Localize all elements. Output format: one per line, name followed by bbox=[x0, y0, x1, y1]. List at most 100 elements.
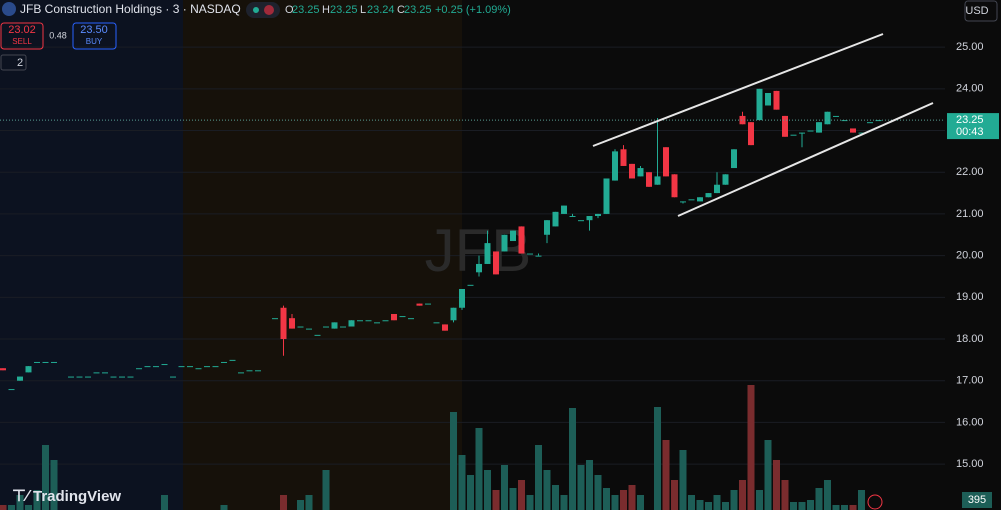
candle-body bbox=[76, 376, 83, 378]
candle-body bbox=[136, 368, 142, 370]
candle-body bbox=[272, 318, 278, 320]
volume-bar bbox=[764, 440, 772, 510]
buy-button[interactable] bbox=[72, 22, 117, 50]
volume-bar bbox=[518, 480, 525, 510]
status-dot bbox=[253, 7, 259, 13]
y-tick-label: 25.00 bbox=[956, 41, 984, 53]
candle-body bbox=[459, 288, 465, 308]
volume-bar bbox=[501, 465, 508, 510]
session-bg bbox=[0, 0, 183, 510]
candle-body bbox=[782, 115, 788, 137]
session-bg bbox=[183, 0, 462, 510]
candle-body bbox=[195, 368, 202, 370]
candle-body bbox=[765, 92, 771, 106]
volume-bar bbox=[824, 480, 831, 510]
y-tick-label: 19.00 bbox=[956, 291, 984, 303]
candle-body bbox=[527, 253, 533, 255]
candle-body bbox=[858, 132, 865, 134]
candle-body bbox=[399, 316, 406, 318]
volume-bar bbox=[552, 485, 559, 510]
alert-icon[interactable] bbox=[867, 494, 883, 510]
candle-body bbox=[365, 320, 372, 322]
volume-bar bbox=[33, 490, 41, 510]
brand-logo: ⊤⁄ bbox=[12, 488, 32, 505]
ohlc-value: 23.25 bbox=[292, 4, 320, 16]
candle-body bbox=[144, 366, 151, 368]
candle-body bbox=[824, 111, 831, 125]
candle-body bbox=[408, 318, 414, 320]
indicator-count: 2 bbox=[17, 57, 23, 69]
currency-button[interactable] bbox=[964, 0, 998, 22]
volume-bar bbox=[722, 502, 729, 510]
volume-bar bbox=[849, 505, 857, 510]
candle-body bbox=[816, 122, 822, 133]
sell-price: 23.02 bbox=[8, 24, 36, 36]
volume-bar bbox=[25, 505, 32, 510]
volume-bar bbox=[8, 505, 15, 510]
ohlc-value: 23.25 bbox=[404, 4, 432, 16]
candle-body bbox=[671, 174, 678, 198]
candle-body bbox=[450, 307, 457, 321]
candle-body bbox=[8, 389, 15, 391]
candle-body bbox=[297, 326, 304, 328]
ohlc-c: C bbox=[397, 4, 405, 16]
symbol-icon bbox=[2, 2, 16, 16]
volume-bar bbox=[620, 490, 627, 510]
sell-label: SELL bbox=[12, 37, 32, 46]
channel-line bbox=[677, 102, 934, 217]
candle-body bbox=[204, 366, 210, 368]
candle-body bbox=[0, 368, 6, 371]
volume-bar bbox=[798, 502, 806, 510]
candle-body bbox=[153, 366, 159, 368]
candle-body bbox=[238, 372, 244, 374]
candle-body bbox=[467, 284, 474, 286]
candle-body bbox=[187, 366, 193, 368]
candle-body bbox=[42, 361, 49, 363]
candle-body bbox=[323, 326, 329, 328]
countdown: 00:43 bbox=[956, 126, 984, 138]
candle-body bbox=[331, 322, 338, 329]
indicator-toggle[interactable] bbox=[0, 54, 27, 71]
candle-body bbox=[799, 132, 805, 134]
candle-body bbox=[391, 314, 397, 321]
candle-body bbox=[416, 303, 423, 306]
volume-bar bbox=[42, 445, 49, 510]
candle-body bbox=[739, 115, 746, 125]
volume-bar bbox=[730, 490, 738, 510]
candle-body bbox=[340, 326, 346, 328]
volume-bar bbox=[560, 495, 568, 510]
candle-body bbox=[731, 149, 737, 169]
candle-body bbox=[34, 361, 40, 363]
candle-body bbox=[637, 168, 644, 177]
ohlc-l: L bbox=[360, 4, 366, 16]
y-tick-label: 16.00 bbox=[956, 416, 984, 428]
volume-bar bbox=[781, 480, 789, 510]
status-pill[interactable] bbox=[246, 2, 280, 18]
candle-body bbox=[748, 122, 754, 146]
candle-body bbox=[119, 376, 125, 378]
candle-body bbox=[110, 376, 117, 378]
candle-body bbox=[875, 120, 882, 122]
candle-body bbox=[722, 174, 729, 185]
candle-body bbox=[561, 205, 567, 214]
candle-body bbox=[221, 361, 227, 363]
volume-bar bbox=[161, 495, 168, 510]
candle-body bbox=[807, 130, 814, 132]
volume-bar bbox=[535, 445, 542, 510]
candle-body bbox=[578, 220, 584, 222]
candle-body bbox=[535, 255, 542, 257]
candle-body bbox=[484, 243, 491, 264]
candle-body bbox=[790, 134, 797, 136]
sell-button[interactable] bbox=[0, 22, 44, 50]
session-bg bbox=[462, 0, 945, 510]
last-price-tag bbox=[947, 113, 999, 140]
candle-body bbox=[688, 199, 695, 201]
volume-bar bbox=[577, 465, 585, 510]
volume-bar bbox=[50, 460, 58, 510]
volume-bar bbox=[747, 385, 755, 510]
candle-body bbox=[552, 211, 559, 227]
y-tick-label: 17.00 bbox=[956, 375, 984, 387]
candle-body bbox=[629, 163, 635, 179]
candle-body bbox=[705, 193, 712, 198]
